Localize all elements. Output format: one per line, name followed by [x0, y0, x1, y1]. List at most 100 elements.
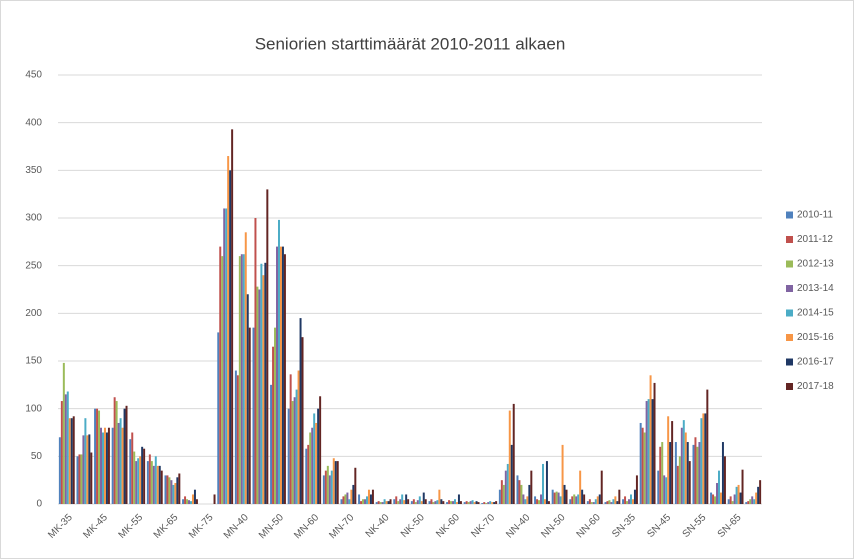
- chart-title: Seniorien starttimäärät 2010-2011 alkaen: [255, 34, 566, 53]
- bar: [366, 496, 368, 504]
- bar: [442, 501, 445, 504]
- bar: [166, 475, 169, 504]
- bar: [326, 465, 329, 504]
- bar: [498, 489, 501, 504]
- legend-label: 2010-11: [797, 210, 833, 221]
- bar: [401, 494, 404, 504]
- bar: [279, 246, 282, 504]
- bar: [188, 500, 190, 504]
- bar: [522, 494, 525, 504]
- legend-label: 2016-17: [797, 357, 834, 368]
- bar: [459, 501, 462, 504]
- bar: [588, 499, 591, 504]
- bar: [117, 422, 120, 504]
- bar: [450, 501, 453, 504]
- bar: [90, 452, 93, 504]
- bar: [276, 246, 278, 504]
- bar: [358, 494, 361, 504]
- bar: [446, 502, 449, 504]
- bar: [68, 418, 71, 504]
- legend-label: 2014-15: [797, 308, 834, 319]
- y-tick-label: 450: [25, 70, 42, 81]
- bar: [158, 465, 161, 504]
- bar: [236, 375, 239, 504]
- bar: [590, 502, 593, 504]
- bar: [146, 461, 149, 504]
- bar: [747, 501, 750, 504]
- bar: [674, 442, 677, 504]
- bar: [641, 427, 644, 504]
- bar: [440, 499, 443, 504]
- bar: [397, 501, 400, 504]
- bar: [739, 492, 742, 504]
- bar: [150, 461, 153, 504]
- bar: [156, 465, 159, 504]
- bar: [289, 374, 292, 504]
- bar: [645, 401, 648, 504]
- bar: [729, 496, 732, 504]
- legend-swatch: [786, 334, 793, 341]
- bar: [168, 477, 171, 504]
- bar: [557, 492, 560, 504]
- bar: [745, 502, 748, 504]
- bar: [741, 469, 744, 504]
- bar: [467, 502, 470, 504]
- bar: [631, 499, 634, 504]
- bar: [348, 499, 351, 504]
- bar: [626, 501, 629, 504]
- bar: [616, 501, 619, 504]
- bar: [485, 503, 488, 504]
- bar: [88, 434, 91, 504]
- bar: [369, 494, 372, 504]
- bar: [528, 484, 531, 504]
- bar: [227, 156, 230, 505]
- bar: [471, 500, 474, 504]
- bar: [581, 489, 584, 504]
- bar: [242, 254, 245, 504]
- bar: [94, 408, 97, 504]
- bar: [414, 502, 417, 504]
- legend-swatch: [786, 285, 793, 292]
- bar: [508, 410, 511, 504]
- bar: [706, 389, 709, 504]
- bar: [577, 494, 580, 504]
- bar: [430, 499, 433, 504]
- bar: [684, 432, 687, 504]
- bar: [176, 477, 179, 504]
- y-tick-label: 0: [36, 499, 42, 510]
- bar: [704, 413, 707, 504]
- bar: [291, 401, 294, 504]
- bar: [737, 484, 740, 504]
- bar: [229, 170, 232, 505]
- bar: [121, 427, 124, 504]
- bar: [731, 501, 734, 504]
- bar: [639, 422, 642, 504]
- bar: [315, 422, 318, 504]
- bar: [436, 500, 439, 504]
- bar: [534, 496, 537, 504]
- bar: [107, 427, 110, 504]
- legend-label: 2012-13: [797, 259, 834, 270]
- bar: [686, 442, 689, 504]
- bar: [749, 499, 752, 504]
- bar: [381, 502, 384, 504]
- bar: [598, 494, 601, 504]
- bar: [395, 496, 398, 504]
- bar: [223, 208, 226, 504]
- bar: [307, 444, 310, 504]
- bar: [399, 499, 402, 504]
- bar: [178, 473, 181, 504]
- bar: [553, 492, 556, 504]
- legend-swatch: [786, 383, 793, 390]
- bar: [663, 475, 666, 504]
- legend-swatch: [786, 211, 793, 219]
- bar: [154, 456, 157, 504]
- bar: [393, 499, 396, 504]
- bar: [592, 502, 595, 504]
- bar: [692, 444, 695, 504]
- bar: [313, 413, 316, 504]
- bar: [123, 408, 126, 504]
- bar: [624, 496, 627, 504]
- bar: [375, 502, 378, 504]
